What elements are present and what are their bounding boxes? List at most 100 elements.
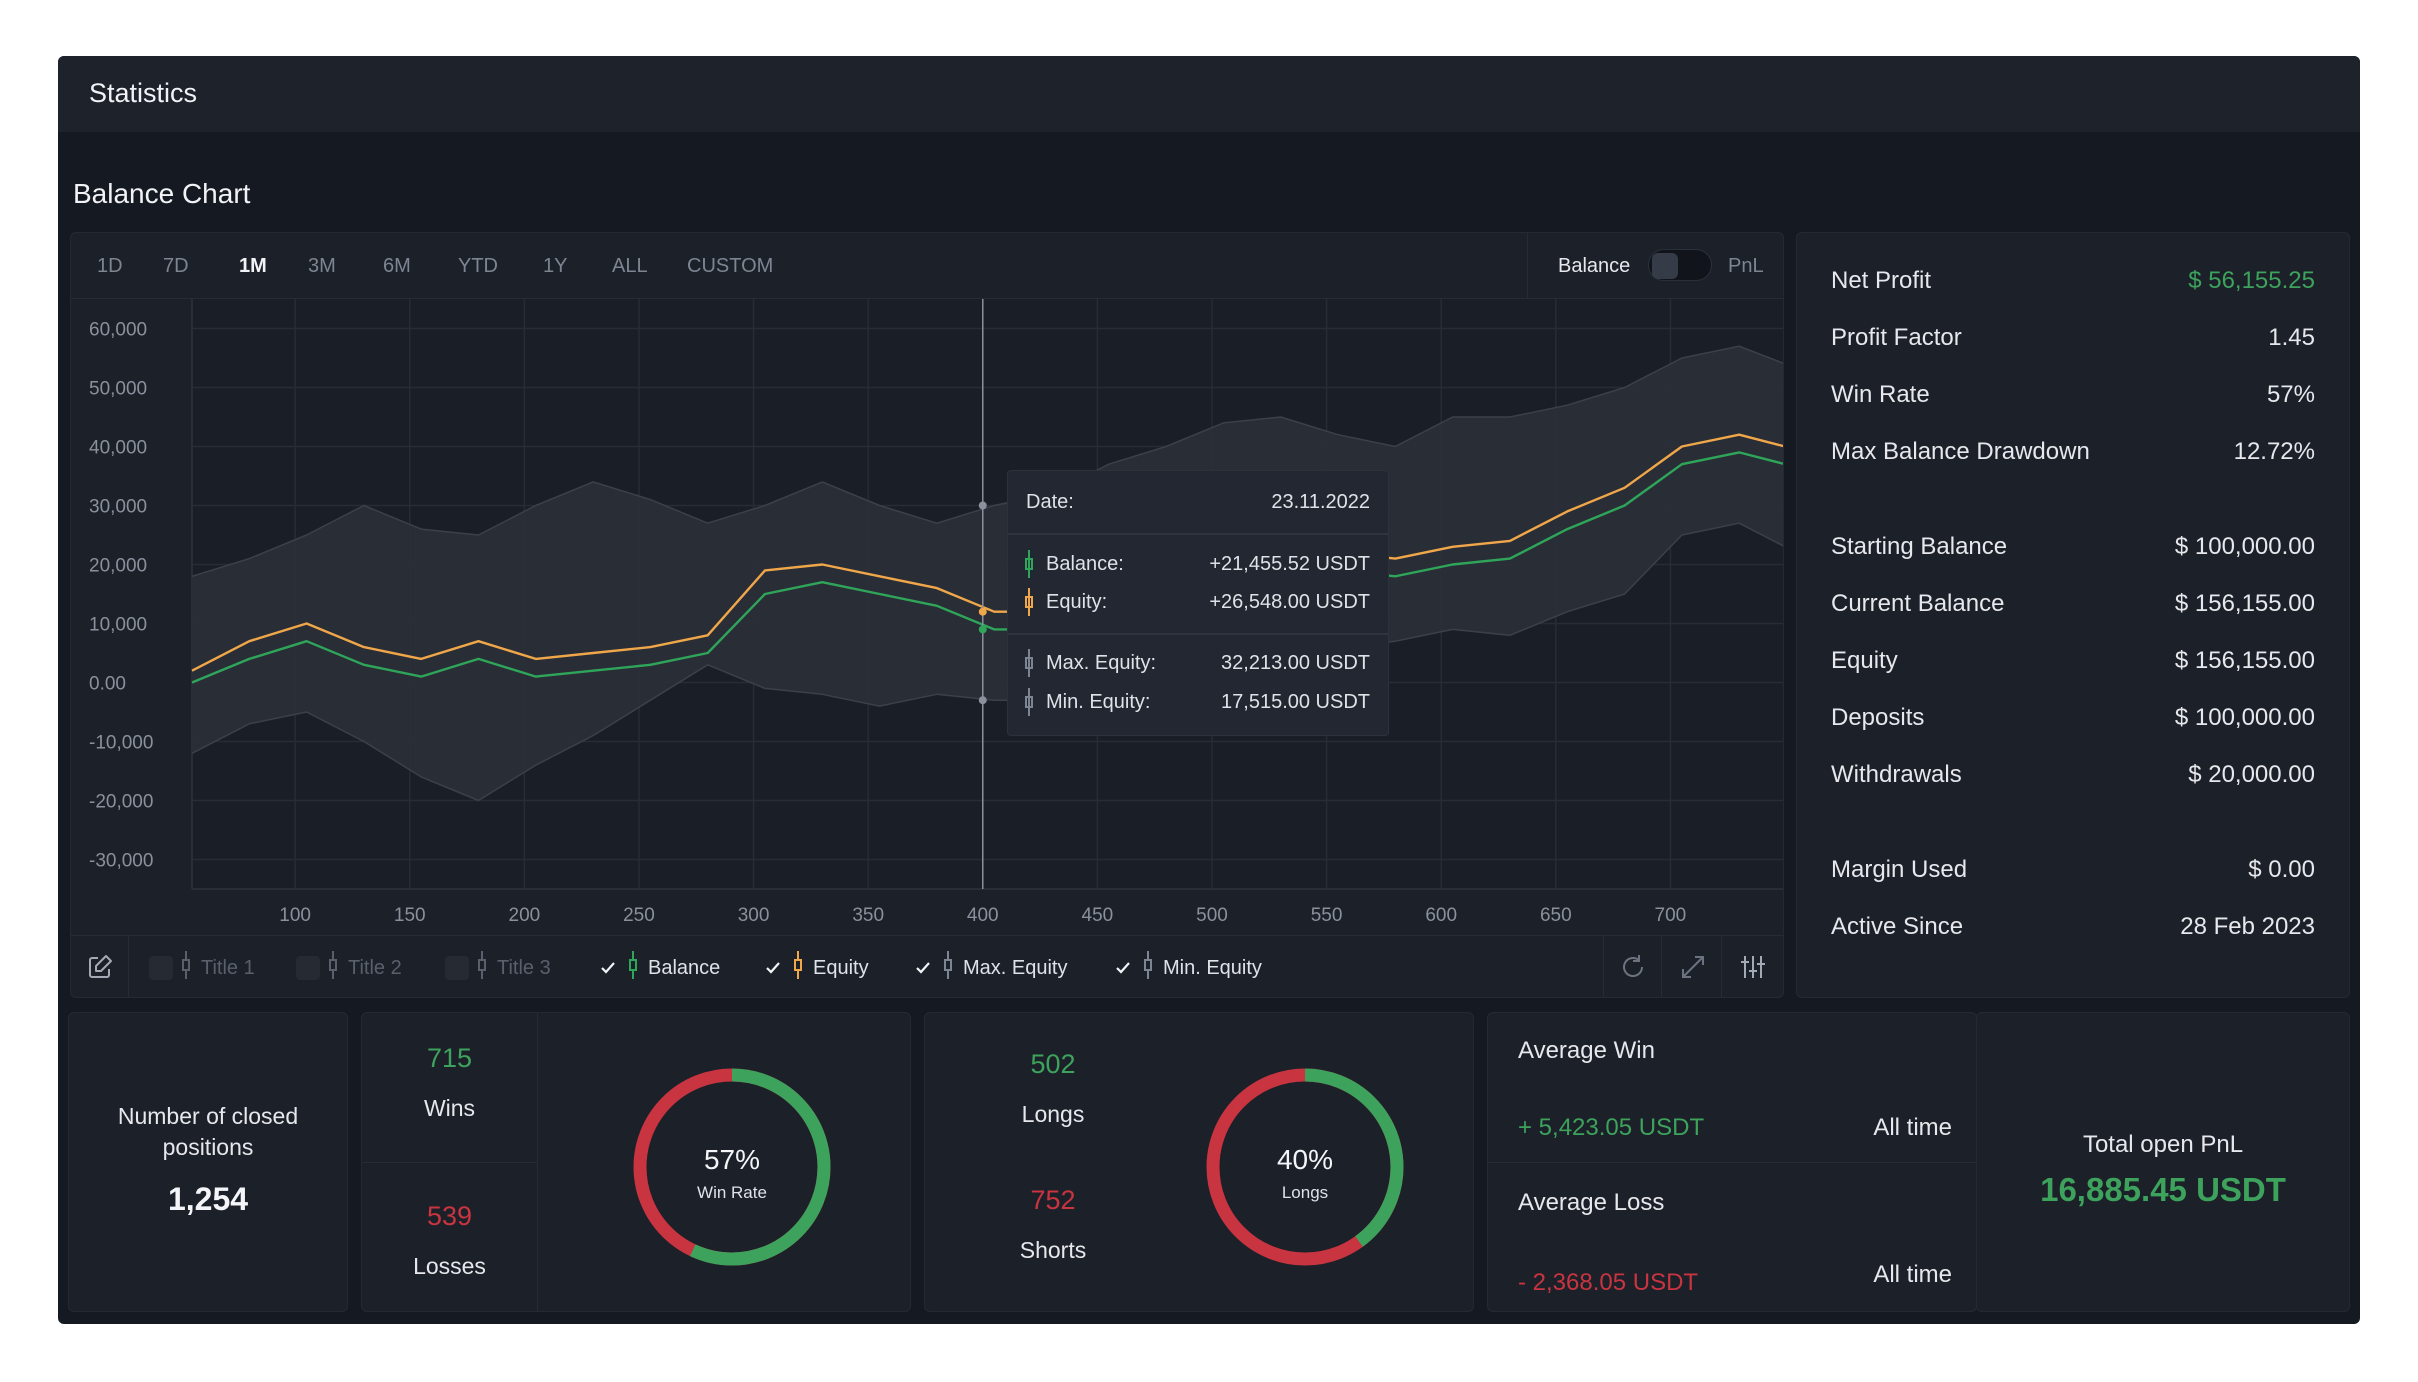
y-tick-label: 0.00 <box>89 674 126 695</box>
stat-label: Deposits <box>1831 704 1925 731</box>
checkbox-icon[interactable] <box>149 956 173 980</box>
range-tab-all[interactable]: ALL <box>612 255 648 277</box>
range-tab-1m[interactable]: 1M <box>239 255 267 277</box>
average-win-cell: Average Win + 5,423.05 USDT All time <box>1488 1013 1976 1163</box>
x-tick-label: 550 <box>1311 905 1343 926</box>
shorts-value: 752 <box>1030 1185 1076 1215</box>
win-rate-percent: 57% <box>703 1144 761 1175</box>
balance-chart[interactable]: 60,000 50,000 40,000 30,000 20,000 10,000 0.00… <box>71 299 1784 935</box>
open-pnl-value: 16,885.45 USDT <box>2040 1171 2286 1208</box>
stat-value: $ 100,000.00 <box>2174 704 2315 731</box>
stat-row: Withdrawals $ 20,000.00 <box>1831 761 2315 795</box>
crosshair-point <box>978 501 987 510</box>
x-tick-label: 450 <box>1082 905 1114 926</box>
stat-value: 1.45 <box>2268 324 2315 351</box>
tooltip-min-value: 17,515.00 USDT <box>1221 691 1370 713</box>
stat-value: 57% <box>2266 381 2315 408</box>
stat-label: Equity <box>1831 647 1898 674</box>
shorts-label: Shorts <box>1019 1237 1087 1263</box>
y-tick-label: 50,000 <box>89 379 147 400</box>
x-tick-label: 250 <box>623 905 655 926</box>
legend-label: Title 3 <box>497 956 551 979</box>
x-tick-label: 300 <box>738 905 770 926</box>
chart-tools <box>1603 936 1783 997</box>
stat-label: Profit Factor <box>1831 324 1962 351</box>
min-equity-marker-icon <box>1025 688 1033 716</box>
chart-tooltip: Date: 23.11.2022 Balance: +21,455.52 USD… <box>1007 470 1389 736</box>
legend-item-equity[interactable]: Equity <box>761 951 869 982</box>
checkbox-checked-icon[interactable] <box>1111 956 1135 980</box>
max-equity-line <box>191 345 1783 578</box>
checkbox-icon[interactable] <box>296 956 320 980</box>
range-tab-1y[interactable]: 1Y <box>543 255 568 277</box>
longs-label: Longs <box>1021 1101 1085 1127</box>
y-tick-label: 60,000 <box>89 320 147 341</box>
y-tick-label: 10,000 <box>89 615 147 636</box>
checkbox-checked-icon[interactable] <box>911 956 935 980</box>
x-tick-label: 200 <box>509 905 541 926</box>
losses-value: 539 <box>426 1201 473 1231</box>
wins-cell: 715 Wins <box>362 1013 538 1163</box>
donut-value-arc <box>1206 1068 1404 1266</box>
legend-label: Balance <box>648 956 721 979</box>
tooltip-divider <box>1008 533 1388 535</box>
x-tick-label: 400 <box>967 905 999 926</box>
settings-button[interactable] <box>1724 936 1782 997</box>
stat-label: Withdrawals <box>1831 761 1962 788</box>
equity-range-band <box>192 346 1783 801</box>
x-tick-label: 100 <box>279 905 311 926</box>
tooltip-divider-2 <box>1008 633 1388 635</box>
tooltip-balance-value: +21,455.52 USDT <box>1209 553 1370 575</box>
sliders-icon <box>1741 956 1765 978</box>
series-marker-icon <box>628 951 638 985</box>
range-tab-6m[interactable]: 6M <box>383 255 411 277</box>
stat-row: Profit Factor 1.45 <box>1831 324 2315 358</box>
legend-label: Title 2 <box>348 956 402 979</box>
win-rate-donut <box>633 1068 831 1266</box>
tooltip-equity-label: Equity: <box>1046 591 1108 613</box>
tooltip-max-label: Max. Equity: <box>1046 652 1157 674</box>
balance-pnl-toggle[interactable] <box>1648 249 1712 281</box>
checkbox-icon[interactable] <box>445 956 469 980</box>
open-pnl-card: Total open PnL 16,885.45 USDT <box>1976 1012 2350 1312</box>
legend-item-min-equity[interactable]: Min. Equity <box>1111 951 1262 982</box>
average-win-value: + 5,423.05 USDT <box>1518 1114 1705 1141</box>
stat-row: Win Rate 57% <box>1831 381 2315 415</box>
range-tab-3m[interactable]: 3M <box>308 255 336 277</box>
legend-item-balance[interactable]: Balance <box>596 951 721 985</box>
statistics-summary-panel: Net Profit $ 56,155.25 Profit Factor 1.45 Wi… <box>1796 232 2350 998</box>
stat-row: Net Profit $ 56,155.25 <box>1831 267 2315 301</box>
stat-label: Current Balance <box>1831 590 2005 617</box>
stat-row: Current Balance $ 156,155.00 <box>1831 590 2315 624</box>
reset-button[interactable] <box>1604 936 1662 997</box>
average-loss-cell: Average Loss - 2,368.05 USDT All time <box>1488 1163 1976 1311</box>
legend-label: Title 1 <box>201 956 255 979</box>
series-marker-icon <box>477 951 487 985</box>
range-tab-custom[interactable]: CUSTOM <box>687 255 774 277</box>
y-tick-label: -30,000 <box>89 851 153 872</box>
legend-item-max-equity[interactable]: Max. Equity <box>911 951 1067 982</box>
min-equity-line <box>191 522 1783 802</box>
y-tick-label: 30,000 <box>89 497 147 518</box>
edit-button[interactable] <box>71 936 129 997</box>
toggle-pnl-label[interactable]: PnL <box>1728 255 1764 277</box>
legend-item-title-2[interactable]: Title 2 <box>296 951 402 982</box>
tooltip-equity-value: +26,548.00 USDT <box>1209 591 1370 613</box>
stat-label: Win Rate <box>1831 381 1930 408</box>
stat-value: $ 20,000.00 <box>2188 761 2315 788</box>
window-title: Statistics <box>89 78 198 108</box>
toggle-balance-label[interactable]: Balance <box>1558 255 1631 277</box>
checkbox-checked-icon[interactable] <box>596 956 620 980</box>
stat-value: $ 156,155.00 <box>2174 590 2315 617</box>
legend-item-title-3[interactable]: Title 3 <box>445 951 551 985</box>
range-tab-1d[interactable]: 1D <box>97 255 123 277</box>
tooltip-date-value: 23.11.2022 <box>1271 491 1370 513</box>
crosshair-point <box>978 625 987 634</box>
checkbox-checked-icon[interactable] <box>761 956 785 980</box>
range-tab-ytd[interactable]: YTD <box>458 255 498 277</box>
y-tick-label: -20,000 <box>89 792 153 813</box>
legend-item-title-1[interactable]: Title 1 <box>149 951 255 982</box>
expand-button[interactable] <box>1664 936 1722 997</box>
tooltip-balance-label: Balance: <box>1046 553 1124 575</box>
range-tab-7d[interactable]: 7D <box>163 255 189 277</box>
